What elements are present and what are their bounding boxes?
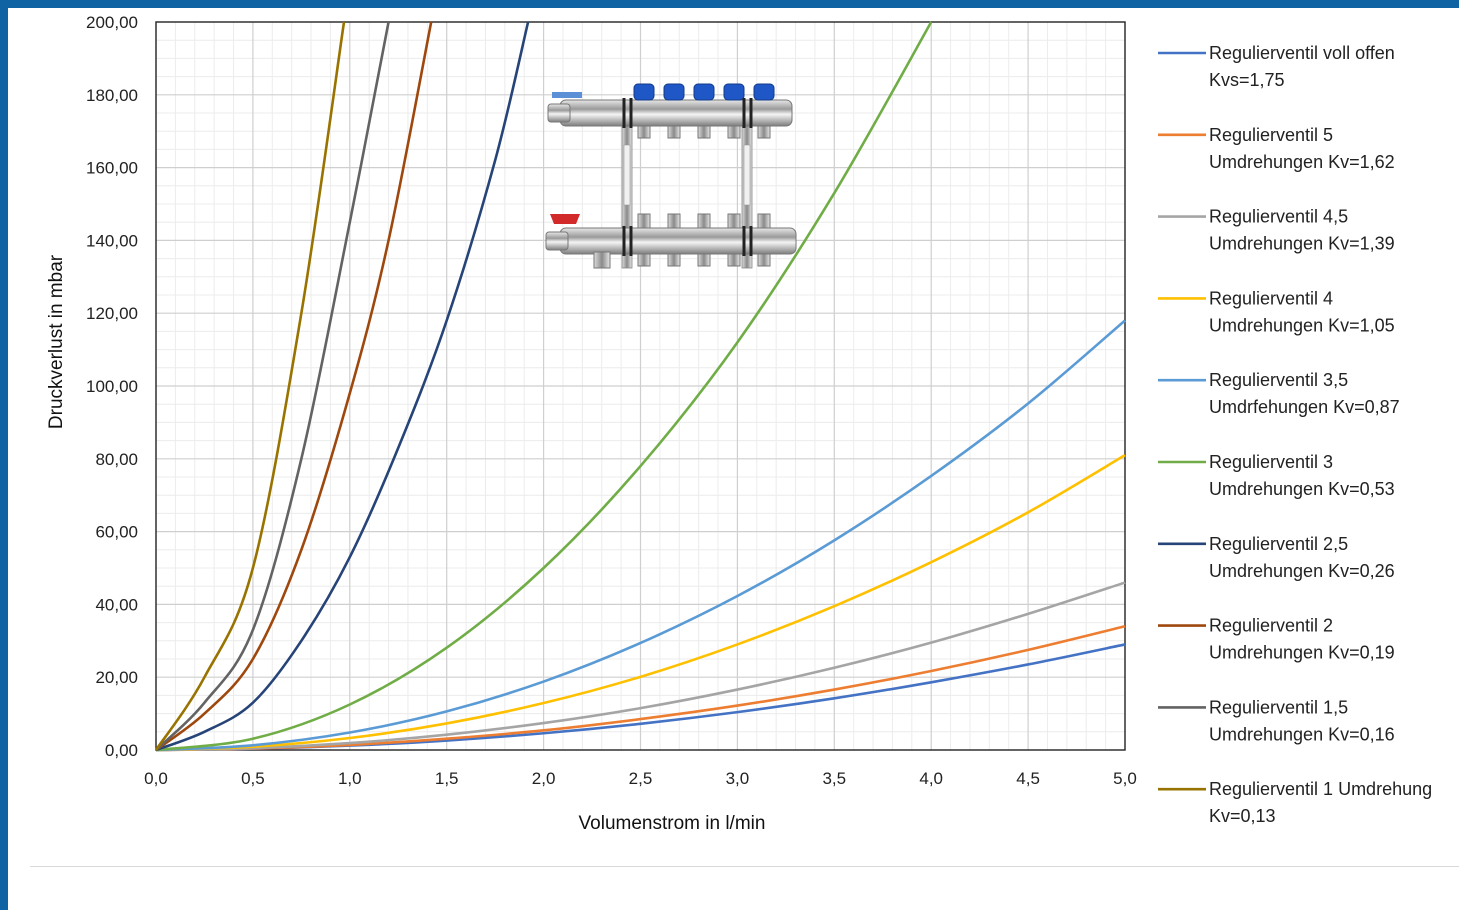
y-tick-label: 20,00 bbox=[95, 668, 138, 687]
x-axis-title: Volumenstrom in l/min bbox=[579, 813, 766, 834]
x-tick-label: 2,0 bbox=[532, 769, 556, 788]
y-tick-label: 100,00 bbox=[86, 377, 138, 396]
x-tick-labels: 0,0 0,5 1,0 1,5 2,0 2,5 3,0 3,5 4,0 4,5 5,0 bbox=[144, 769, 1137, 788]
series-line-5 bbox=[155, 319, 1126, 752]
x-tick-label: 4,5 bbox=[1016, 769, 1040, 788]
legend-label: Regulierventil 5 bbox=[1209, 125, 1333, 145]
series-line-8 bbox=[155, 21, 433, 752]
y-tick-label: 80,00 bbox=[95, 450, 138, 469]
x-tick-label: 0,0 bbox=[144, 769, 168, 788]
series-line-7 bbox=[155, 21, 530, 752]
legend-label: Regulierventil 1,5 bbox=[1209, 697, 1348, 717]
y-tick-label: 140,00 bbox=[86, 231, 138, 250]
x-tick-label: 2,5 bbox=[629, 769, 653, 788]
x-tick-label: 1,5 bbox=[435, 769, 459, 788]
legend-label: Umdrehungen Kv=1,62 bbox=[1209, 152, 1395, 172]
legend-label: Regulierventil 2,5 bbox=[1209, 534, 1348, 554]
y-tick-label: 160,00 bbox=[86, 159, 138, 178]
y-tick-label: 200,00 bbox=[86, 13, 138, 32]
plot-frame bbox=[155, 21, 1126, 751]
legend-label: Umdrehungen Kv=0,53 bbox=[1209, 479, 1395, 499]
series-lines bbox=[154, 21, 1126, 752]
x-tick-label: 3,5 bbox=[822, 769, 846, 788]
legend-label: Regulierventil 2 bbox=[1209, 616, 1333, 636]
x-tick-label: 4,0 bbox=[919, 769, 943, 788]
y-tick-label: 120,00 bbox=[86, 304, 138, 323]
series-line-6 bbox=[155, 21, 933, 752]
legend-label: Umdrfehungen Kv=0,87 bbox=[1209, 397, 1400, 417]
y-tick-label: 180,00 bbox=[86, 86, 138, 105]
legend-label: Umdrehungen Kv=1,39 bbox=[1209, 234, 1395, 254]
y-tick-labels: 0,00 20,00 40,00 60,00 80,00 100,00 120,00 140,… bbox=[86, 13, 138, 760]
legend-label: Regulierventil 3,5 bbox=[1209, 370, 1348, 390]
x-tick-label: 0,5 bbox=[241, 769, 265, 788]
series-line-3 bbox=[155, 581, 1126, 752]
x-tick-label: 5,0 bbox=[1113, 769, 1137, 788]
legend-label: Umdrehungen Kv=0,19 bbox=[1209, 643, 1395, 663]
axes bbox=[155, 21, 1126, 751]
y-tick-label: 40,00 bbox=[95, 595, 138, 614]
legend-label: Umdrehungen Kv=0,26 bbox=[1209, 561, 1395, 581]
y-axis-title: Druckverlust in mbar bbox=[46, 254, 67, 429]
legend-label: Regulierventil 1 Umdrehung bbox=[1209, 779, 1432, 799]
y-tick-label: 60,00 bbox=[95, 523, 138, 542]
bottom-divider bbox=[30, 866, 1459, 867]
x-tick-label: 1,0 bbox=[338, 769, 362, 788]
x-tick-label: 3,0 bbox=[726, 769, 750, 788]
y-tick-label: 0,00 bbox=[105, 741, 138, 760]
legend-label: Kvs=1,75 bbox=[1209, 70, 1285, 90]
manifold-image bbox=[545, 83, 797, 269]
legend-label: Umdrehungen Kv=1,05 bbox=[1209, 315, 1395, 335]
series-line-9 bbox=[155, 21, 390, 751]
legend-label: Regulierventil 4 bbox=[1209, 288, 1333, 308]
legend-label: Regulierventil 4,5 bbox=[1209, 207, 1348, 227]
legend-label: Regulierventil voll offen bbox=[1209, 43, 1395, 63]
legend-label: Umdrehungen Kv=0,16 bbox=[1209, 724, 1395, 744]
series-line-10 bbox=[154, 21, 346, 751]
series-line-4 bbox=[155, 454, 1126, 752]
legend-label: Regulierventil 3 bbox=[1209, 452, 1333, 472]
legend: Regulierventil voll offen Kvs=1,75 Regulie… bbox=[1158, 43, 1432, 826]
legend-label: Kv=0,13 bbox=[1209, 806, 1276, 826]
